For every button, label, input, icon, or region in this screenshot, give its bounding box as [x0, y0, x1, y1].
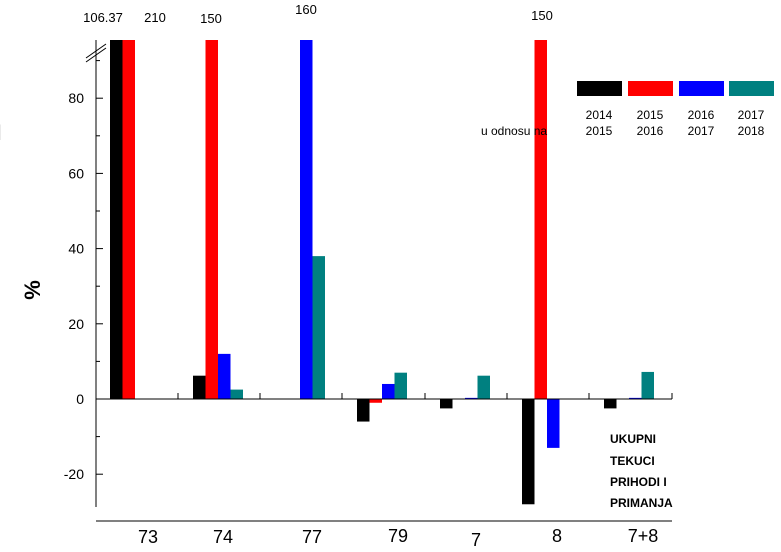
- legend-swatch-2: [679, 81, 724, 96]
- legend-swatch-3: [729, 81, 774, 96]
- legend-prefix: u odnosu na: [481, 124, 547, 138]
- bar-74-series-2: [218, 353, 231, 399]
- legend-label-0-line-1: 2015: [586, 124, 613, 138]
- x-ticks: [177, 393, 673, 399]
- bar-7-series-0: [440, 399, 453, 409]
- category-label-7: 7: [471, 530, 481, 550]
- legend-label-3-line-1: 2018: [738, 124, 765, 138]
- bar-74-series-1: [205, 40, 218, 399]
- category-label-79: 79: [388, 526, 408, 546]
- category-label-7+8: 7+8: [628, 526, 659, 546]
- legend-label-2-line-1: 2017: [688, 124, 715, 138]
- annotation-line-3: PRIMANJA: [610, 496, 673, 510]
- category-labels: 73 74 77 79 7 8 7+8: [138, 526, 658, 550]
- bar-77-series-2: [300, 40, 313, 399]
- bar-79-series-1: [369, 399, 382, 403]
- legend-label-2-line-0: 2016: [688, 108, 715, 122]
- annotation-line-2: PRIHODI I: [610, 475, 667, 489]
- bar-7+8-series-2: [629, 397, 642, 399]
- top-label-4: 150: [531, 8, 553, 23]
- legend: u odnosu na 2014 2015 2015 2016 2016 2017 2017…: [481, 81, 774, 138]
- category-label-8: 8: [552, 526, 562, 546]
- bar-73-series-0: [110, 40, 123, 399]
- bar-8-series-0: [522, 399, 535, 505]
- y-ticks: -20 0 20 40 60 80: [64, 60, 103, 482]
- edge-glyph: I: [0, 120, 2, 145]
- bar-7-series-2: [465, 397, 478, 399]
- y-axis-label: %: [20, 280, 45, 300]
- legend-label-0-line-0: 2014: [586, 108, 613, 122]
- y-tick-label: 40: [68, 241, 84, 257]
- y-tick-label: 80: [68, 90, 84, 106]
- annotation-line-1: TEKUCI: [610, 454, 655, 468]
- y-tick-label: 0: [76, 391, 84, 407]
- top-label-2: 150: [200, 11, 222, 26]
- bar-8-series-1: [534, 40, 547, 399]
- bars-layer: [110, 40, 654, 505]
- top-label-0: 106.37: [83, 10, 123, 25]
- axis-break-mark: [85, 47, 107, 63]
- bar-74-series-0: [193, 375, 206, 399]
- bar-7+8-series-0: [604, 399, 617, 409]
- category-label-73: 73: [138, 527, 158, 547]
- bar-79-series-0: [357, 399, 370, 422]
- bar-79-series-2: [382, 383, 395, 399]
- legend-label-3-line-0: 2017: [738, 108, 765, 122]
- y-tick-label: 60: [68, 165, 84, 181]
- category-label-74: 74: [213, 527, 233, 547]
- bar-7-series-3: [477, 375, 490, 399]
- annotation: UKUPNI TEKUCI PRIHODI I PRIMANJA: [610, 432, 673, 510]
- top-label-1: 210: [144, 10, 166, 25]
- legend-label-1-line-0: 2015: [637, 108, 664, 122]
- bar-7+8-series-3: [641, 371, 654, 399]
- y-tick-label: -20: [64, 466, 84, 482]
- axis-break-mark: [85, 43, 107, 59]
- legend-swatch-0: [577, 81, 622, 96]
- bar-73-series-1: [122, 40, 135, 399]
- bar-79-series-3: [394, 372, 407, 399]
- annotation-line-0: UKUPNI: [610, 432, 656, 446]
- category-label-77: 77: [302, 527, 322, 547]
- bar-74-series-3: [230, 389, 243, 399]
- legend-label-1-line-1: 2016: [637, 124, 664, 138]
- top-label-3: 160: [295, 2, 317, 17]
- legend-swatch-1: [628, 81, 673, 96]
- y-tick-label: 20: [68, 316, 84, 332]
- bar-8-series-2: [547, 399, 560, 448]
- bar-77-series-3: [312, 256, 325, 399]
